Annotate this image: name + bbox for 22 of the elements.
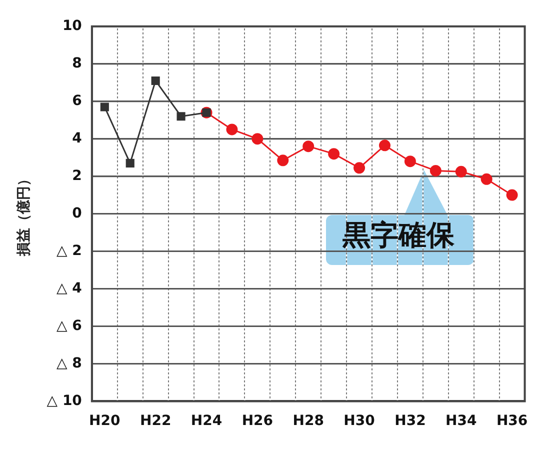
x-tick-label: H34	[446, 413, 477, 430]
y-tick-label: △ 6	[56, 318, 82, 334]
x-tick-label: H28	[292, 413, 324, 430]
x-tick-label: H24	[190, 413, 222, 430]
x-tick-label: H30	[344, 413, 376, 430]
y-tick-label: △ 8	[56, 355, 82, 372]
y-tick-label: 6	[72, 93, 82, 109]
y-tick-label: 4	[72, 130, 82, 146]
x-tick-label: H22	[140, 413, 172, 430]
y-axis-title: 損益（億円）	[15, 172, 32, 257]
y-tick-label: 8	[72, 56, 82, 72]
y-tick-label: 10	[62, 18, 82, 34]
y-tick-label: △ 2	[56, 242, 82, 259]
x-tick-label: H36	[496, 413, 528, 430]
x-tick-label: H32	[394, 413, 426, 430]
annotation: 黒字確保	[342, 218, 456, 252]
y-tick-label: 2	[72, 168, 82, 184]
y-tick-label: △ 4	[56, 280, 82, 296]
y-tick-label: △ 10	[46, 392, 82, 409]
x-tick-label: H26	[242, 413, 274, 430]
y-tick-label: 0	[72, 205, 82, 222]
x-tick-label: H20	[89, 413, 121, 430]
